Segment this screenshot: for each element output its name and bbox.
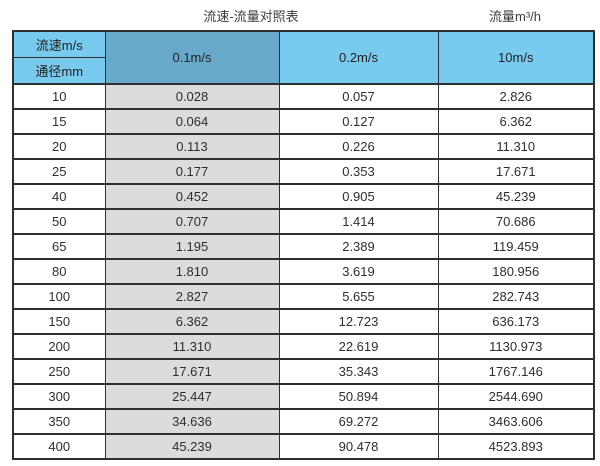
flow-value-cell: 69.272 [278, 408, 439, 435]
diameter-cell: 20 [12, 133, 106, 160]
flow-value-cell: 282.743 [437, 283, 595, 310]
diameter-cell: 65 [12, 233, 106, 260]
table-row: 250 17.671 35.343 1767.146 [12, 358, 595, 385]
flow-value-cell: 70.686 [437, 208, 595, 235]
flow-value-cell: 50.894 [278, 383, 439, 410]
table-row: 20 0.113 0.226 11.310 [12, 133, 595, 160]
table-title: 流速-流量对照表 [203, 9, 299, 24]
diameter-cell: 80 [12, 258, 106, 285]
flow-value-cell: 0.028 [104, 83, 280, 110]
flow-value-cell: 0.353 [278, 158, 439, 185]
flow-value-cell: 2544.690 [437, 383, 595, 410]
flow-value-cell: 0.226 [278, 133, 439, 160]
flow-value-cell: 3.619 [278, 258, 439, 285]
flow-value-cell: 35.343 [278, 358, 439, 385]
flow-value-cell: 12.723 [278, 308, 439, 335]
diameter-unit-header: 通径mm [12, 57, 106, 85]
flow-value-cell: 0.113 [104, 133, 280, 160]
flow-value-cell: 0.452 [104, 183, 280, 210]
diameter-cell: 200 [12, 333, 106, 360]
flow-value-cell: 636.173 [437, 308, 595, 335]
flow-value-cell: 11.310 [437, 133, 595, 160]
table-row: 100 2.827 5.655 282.743 [12, 283, 595, 310]
flow-rate-table: 流速m/s 0.1m/s 0.2m/s 10m/s 通径mm 10 0.028 0.… [12, 30, 595, 460]
flow-value-cell: 1.414 [278, 208, 439, 235]
flow-value-cell: 2.826 [437, 83, 595, 110]
diameter-cell: 15 [12, 108, 106, 135]
flow-value-cell: 45.239 [104, 433, 280, 460]
flow-value-cell: 1767.146 [437, 358, 595, 385]
table-row: 400 45.239 90.478 4523.893 [12, 433, 595, 460]
flow-value-cell: 17.671 [437, 158, 595, 185]
flow-value-cell: 17.671 [104, 358, 280, 385]
table-row: 50 0.707 1.414 70.686 [12, 208, 595, 235]
flow-value-cell: 45.239 [437, 183, 595, 210]
flow-value-cell: 180.956 [437, 258, 595, 285]
flow-value-cell: 0.905 [278, 183, 439, 210]
flow-value-cell: 2.389 [278, 233, 439, 260]
table-header: 流速m/s 0.1m/s 0.2m/s 10m/s 通径mm [12, 30, 595, 85]
diameter-cell: 40 [12, 183, 106, 210]
table-row: 15 0.064 0.127 6.362 [12, 108, 595, 135]
diameter-cell: 100 [12, 283, 106, 310]
flow-value-cell: 0.064 [104, 108, 280, 135]
flow-value-cell: 6.362 [437, 108, 595, 135]
flow-value-cell: 119.459 [437, 233, 595, 260]
flow-unit-label: 流量m³/h [488, 9, 541, 24]
table-row: 350 34.636 69.272 3463.606 [12, 408, 595, 435]
diameter-cell: 400 [12, 433, 106, 460]
flow-value-cell: 90.478 [278, 433, 439, 460]
diameter-cell: 10 [12, 83, 106, 110]
velocity-column-header-0-2: 0.2m/s [278, 30, 439, 85]
table-row: 200 11.310 22.619 1130.973 [12, 333, 595, 360]
diameter-cell: 300 [12, 383, 106, 410]
flow-value-cell: 6.362 [104, 308, 280, 335]
flow-value-cell: 4523.893 [437, 433, 595, 460]
flow-value-cell: 1.810 [104, 258, 280, 285]
flow-value-cell: 0.057 [278, 83, 439, 110]
flow-value-cell: 1130.973 [437, 333, 595, 360]
flow-value-cell: 0.707 [104, 208, 280, 235]
table-row: 80 1.810 3.619 180.956 [12, 258, 595, 285]
velocity-unit-header: 流速m/s [12, 30, 106, 58]
header-row-top: 流速m/s 0.1m/s 0.2m/s 10m/s [12, 30, 595, 85]
diameter-cell: 150 [12, 308, 106, 335]
diameter-cell: 350 [12, 408, 106, 435]
flow-value-cell: 22.619 [278, 333, 439, 360]
table-row: 10 0.028 0.057 2.826 [12, 83, 595, 110]
diameter-cell: 50 [12, 208, 106, 235]
flow-value-cell: 1.195 [104, 233, 280, 260]
diameter-cell: 25 [12, 158, 106, 185]
table-row: 65 1.195 2.389 119.459 [12, 233, 595, 260]
header-row-bottom: 通径mm [12, 57, 594, 85]
table-row: 40 0.452 0.905 45.239 [12, 183, 595, 210]
flow-value-cell: 25.447 [104, 383, 280, 410]
table-row: 300 25.447 50.894 2544.690 [12, 383, 595, 410]
flow-value-cell: 0.127 [278, 108, 439, 135]
velocity-column-header-10: 10m/s [437, 30, 595, 85]
diameter-cell: 250 [12, 358, 106, 385]
flow-value-cell: 34.636 [104, 408, 280, 435]
flow-value-cell: 11.310 [104, 333, 280, 360]
table-body: 10 0.028 0.057 2.826 15 0.064 0.127 6.362 20 0.11… [12, 83, 595, 460]
flow-value-cell: 2.827 [104, 283, 280, 310]
table-row: 150 6.362 12.723 636.173 [12, 308, 595, 335]
flow-value-cell: 3463.606 [437, 408, 595, 435]
velocity-column-header-0-1: 0.1m/s [104, 30, 280, 85]
flow-value-cell: 0.177 [104, 158, 280, 185]
flow-value-cell: 5.655 [278, 283, 439, 310]
table-row: 25 0.177 0.353 17.671 [12, 158, 595, 185]
